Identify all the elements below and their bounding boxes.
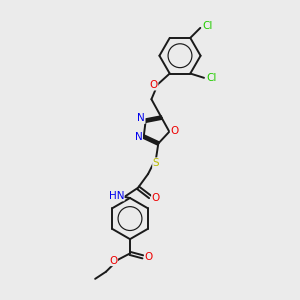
Text: N: N <box>137 113 145 123</box>
Text: HN: HN <box>109 191 124 201</box>
Text: O: O <box>152 193 160 203</box>
Text: Cl: Cl <box>203 22 213 32</box>
Text: O: O <box>144 252 153 262</box>
Text: Cl: Cl <box>206 73 217 83</box>
Text: S: S <box>153 158 159 168</box>
Text: O: O <box>109 256 118 266</box>
Text: N: N <box>135 132 142 142</box>
Text: O: O <box>150 80 158 90</box>
Text: O: O <box>170 126 178 136</box>
